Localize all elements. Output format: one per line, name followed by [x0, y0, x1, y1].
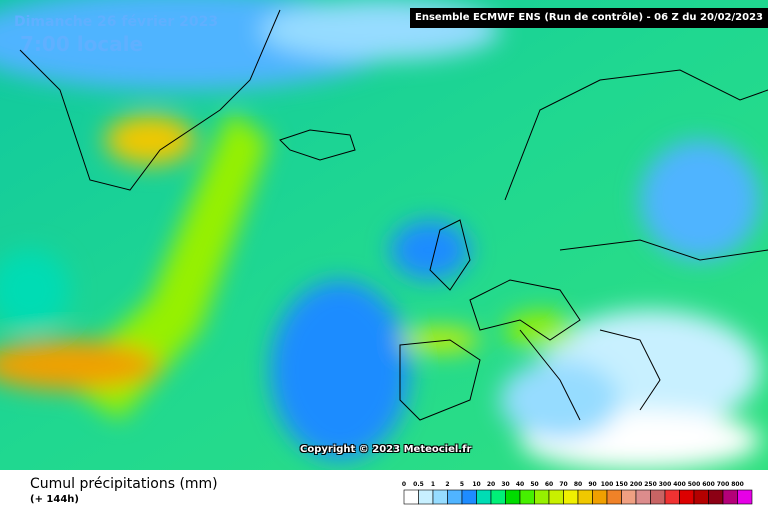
precipitation-map [0, 0, 768, 470]
caption-title: Cumul précipitations (mm) [30, 476, 218, 492]
copyright: Copyright © 2023 Meteociel.fr [300, 444, 472, 455]
time-title: 7:00 locale [20, 32, 144, 56]
date-title: Dimanche 26 février 2023 [14, 14, 219, 30]
footer: Cumul précipitations (mm) (+ 144h) [0, 470, 768, 512]
caption-subtitle: (+ 144h) [30, 494, 79, 505]
run-header: Ensemble ECMWF ENS (Run de contrôle) - 0… [410, 8, 768, 28]
